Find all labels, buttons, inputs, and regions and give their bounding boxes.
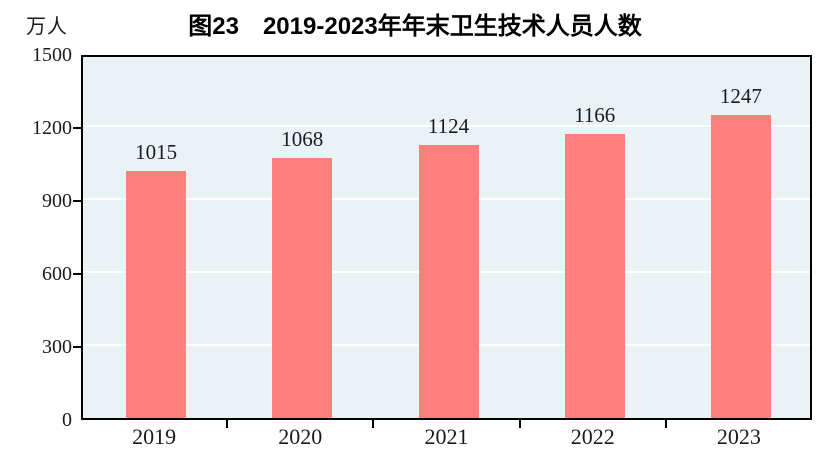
x-tick-mark-3: [518, 420, 521, 428]
x-tick-mark-1: [226, 420, 229, 428]
y-tick-label-0: 0: [62, 409, 72, 431]
y-tick-label-900: 900: [42, 190, 72, 212]
x-tick-label-2019: 2019: [132, 424, 177, 449]
y-axis-unit-label: 万人: [26, 16, 68, 38]
bar-value-label-2021: 1124: [427, 113, 470, 138]
x-tick-mark-4: [664, 420, 667, 428]
x-tick-label-2020: 2020: [278, 424, 323, 449]
bar-2020: [272, 158, 333, 418]
chart-title: 图23 2019-2023年年末卫生技术人员人数: [188, 13, 642, 40]
y-tick-label-600: 600: [42, 263, 72, 285]
bar-value-label-2022: 1166: [574, 103, 616, 128]
y-tick-label-1500: 1500: [32, 44, 72, 66]
bar-2019: [126, 171, 187, 418]
x-tick-label-2022: 2022: [570, 424, 615, 449]
y-tick-mark-900: [73, 200, 81, 202]
y-tick-mark-300: [73, 346, 81, 348]
bar-2023: [710, 114, 771, 418]
gridline-1200: [83, 125, 810, 127]
bar-value-label-2020: 1068: [281, 127, 324, 152]
bar-2021: [418, 144, 479, 418]
y-tick-label-300: 300: [42, 336, 72, 358]
bar-value-label-2019: 1015: [135, 140, 178, 165]
y-tick-mark-600: [73, 273, 81, 275]
y-tick-label-1200: 1200: [32, 117, 72, 139]
x-tick-mark-2: [372, 420, 375, 428]
x-tick-label-2023: 2023: [716, 424, 761, 449]
bar-2022: [564, 134, 625, 418]
y-tick-mark-1200: [73, 127, 81, 129]
plot-area: 1015 1068 1124 1166 1247: [81, 55, 812, 420]
x-tick-label-2021: 2021: [424, 424, 469, 449]
bar-value-label-2023: 1247: [719, 83, 762, 108]
